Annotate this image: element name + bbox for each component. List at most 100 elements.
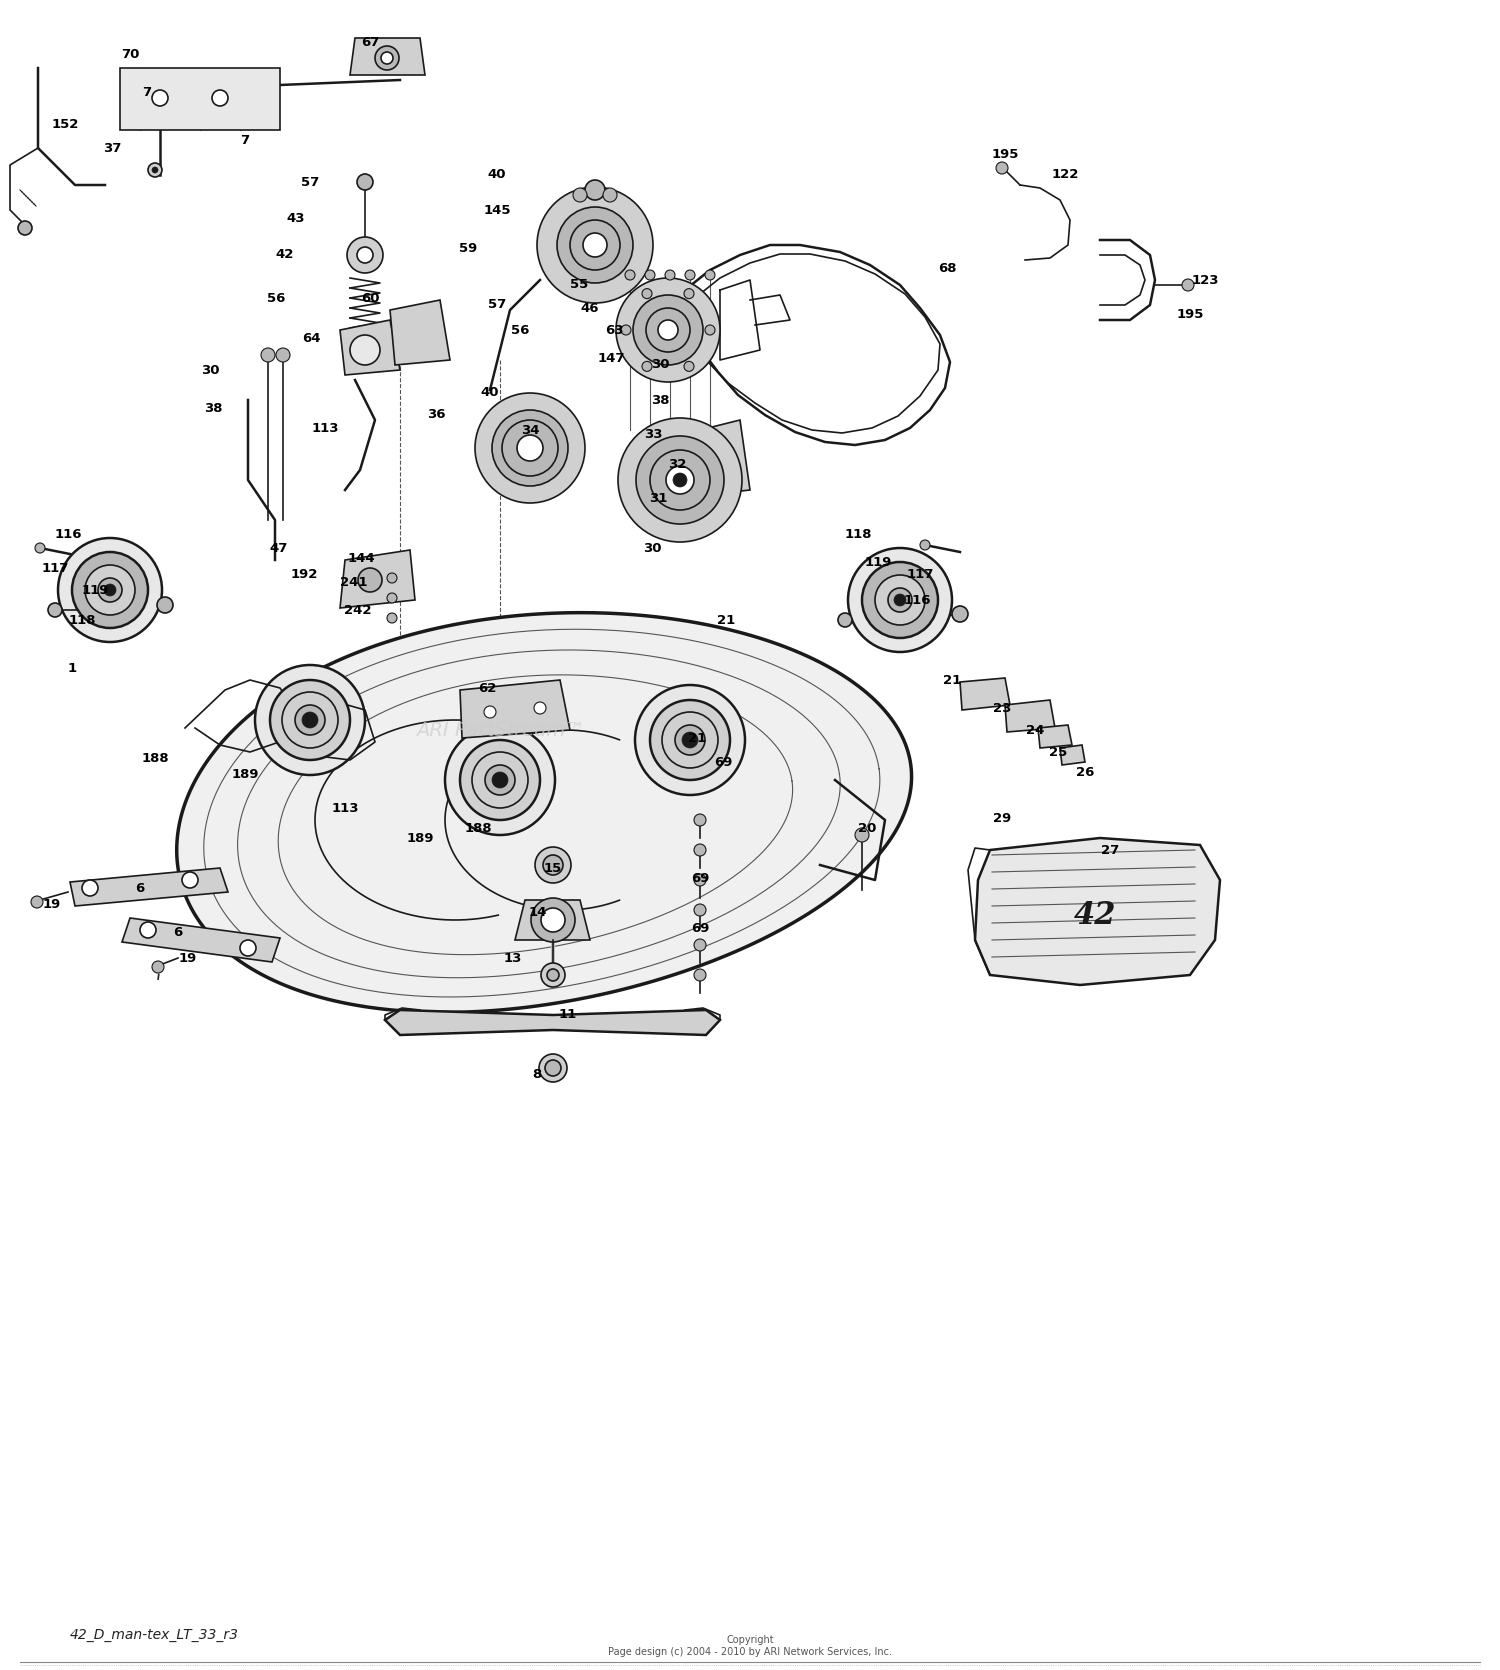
Text: 38: 38 [651, 394, 669, 406]
Text: 38: 38 [204, 401, 222, 414]
Text: 56: 56 [267, 292, 285, 304]
Circle shape [387, 593, 398, 603]
Text: 43: 43 [286, 212, 306, 224]
Polygon shape [960, 678, 1010, 710]
Text: 33: 33 [644, 429, 663, 441]
Circle shape [634, 685, 746, 795]
Circle shape [548, 969, 560, 980]
Circle shape [585, 180, 604, 200]
Text: 7: 7 [142, 85, 152, 99]
Polygon shape [460, 680, 570, 738]
Text: 69: 69 [692, 872, 709, 885]
Text: 189: 189 [231, 768, 258, 782]
Text: 195: 195 [992, 149, 1018, 162]
Circle shape [658, 321, 678, 341]
Circle shape [240, 940, 256, 955]
Circle shape [570, 220, 620, 271]
Circle shape [839, 613, 852, 626]
Circle shape [542, 908, 566, 932]
Text: 46: 46 [580, 302, 598, 314]
Text: 37: 37 [104, 142, 122, 155]
Circle shape [98, 578, 122, 601]
Text: 57: 57 [488, 299, 506, 312]
Circle shape [387, 613, 398, 623]
Circle shape [1182, 279, 1194, 291]
Text: 42: 42 [1074, 900, 1116, 930]
Polygon shape [390, 301, 450, 366]
Text: 192: 192 [291, 568, 318, 581]
Circle shape [662, 711, 718, 768]
Text: 30: 30 [201, 364, 219, 376]
Circle shape [626, 271, 634, 281]
Text: 68: 68 [938, 262, 957, 274]
Text: 31: 31 [650, 491, 668, 504]
Circle shape [387, 573, 398, 583]
Circle shape [270, 680, 350, 760]
Text: 118: 118 [844, 528, 871, 541]
Circle shape [152, 167, 157, 174]
Text: 11: 11 [560, 1009, 578, 1022]
Text: 7: 7 [240, 134, 249, 147]
Circle shape [674, 473, 687, 488]
Circle shape [888, 588, 912, 611]
Text: Copyright: Copyright [726, 1635, 774, 1645]
Polygon shape [1038, 725, 1072, 748]
Circle shape [302, 711, 318, 728]
Circle shape [18, 220, 32, 235]
Circle shape [536, 847, 572, 883]
Circle shape [476, 392, 585, 503]
Circle shape [664, 271, 675, 281]
Text: 27: 27 [1101, 843, 1119, 857]
Circle shape [920, 539, 930, 549]
Text: 117: 117 [42, 561, 69, 574]
Text: 60: 60 [360, 292, 380, 304]
Circle shape [148, 164, 162, 177]
Circle shape [618, 418, 742, 543]
Circle shape [636, 436, 724, 524]
Text: 23: 23 [993, 701, 1011, 715]
Circle shape [492, 772, 508, 788]
Circle shape [82, 880, 98, 897]
Circle shape [492, 411, 568, 486]
Text: 59: 59 [459, 242, 477, 254]
Circle shape [573, 189, 586, 202]
Text: 29: 29 [993, 812, 1011, 825]
Text: 145: 145 [483, 204, 510, 217]
Circle shape [684, 289, 694, 299]
Text: 30: 30 [642, 541, 662, 554]
Text: 56: 56 [512, 324, 530, 336]
Text: Page design (c) 2004 - 2010 by ARI Network Services, Inc.: Page design (c) 2004 - 2010 by ARI Netwo… [608, 1647, 892, 1657]
Text: 34: 34 [520, 424, 540, 436]
Polygon shape [340, 321, 400, 376]
Circle shape [152, 960, 164, 974]
Polygon shape [700, 419, 750, 494]
Circle shape [694, 873, 706, 887]
Text: 57: 57 [302, 177, 320, 189]
Text: 242: 242 [344, 603, 372, 616]
Circle shape [996, 162, 1008, 174]
Text: 64: 64 [302, 332, 321, 344]
Circle shape [152, 90, 168, 105]
Text: 144: 144 [346, 551, 375, 564]
Text: 36: 36 [426, 409, 445, 421]
Text: 67: 67 [362, 35, 380, 48]
Circle shape [874, 574, 926, 625]
Circle shape [556, 207, 633, 282]
Circle shape [894, 595, 906, 606]
Text: 25: 25 [1048, 745, 1066, 758]
Circle shape [531, 898, 574, 942]
Circle shape [616, 277, 720, 382]
Text: 119: 119 [81, 583, 108, 596]
Circle shape [503, 419, 558, 476]
Text: 113: 113 [312, 421, 339, 434]
Text: 40: 40 [480, 386, 500, 399]
Text: 6: 6 [135, 882, 144, 895]
Polygon shape [514, 900, 590, 940]
Polygon shape [120, 68, 280, 130]
Circle shape [544, 1060, 561, 1075]
Text: 32: 32 [668, 459, 686, 471]
Circle shape [346, 237, 382, 272]
Circle shape [375, 47, 399, 70]
Text: 116: 116 [54, 528, 81, 541]
Text: 118: 118 [69, 613, 96, 626]
